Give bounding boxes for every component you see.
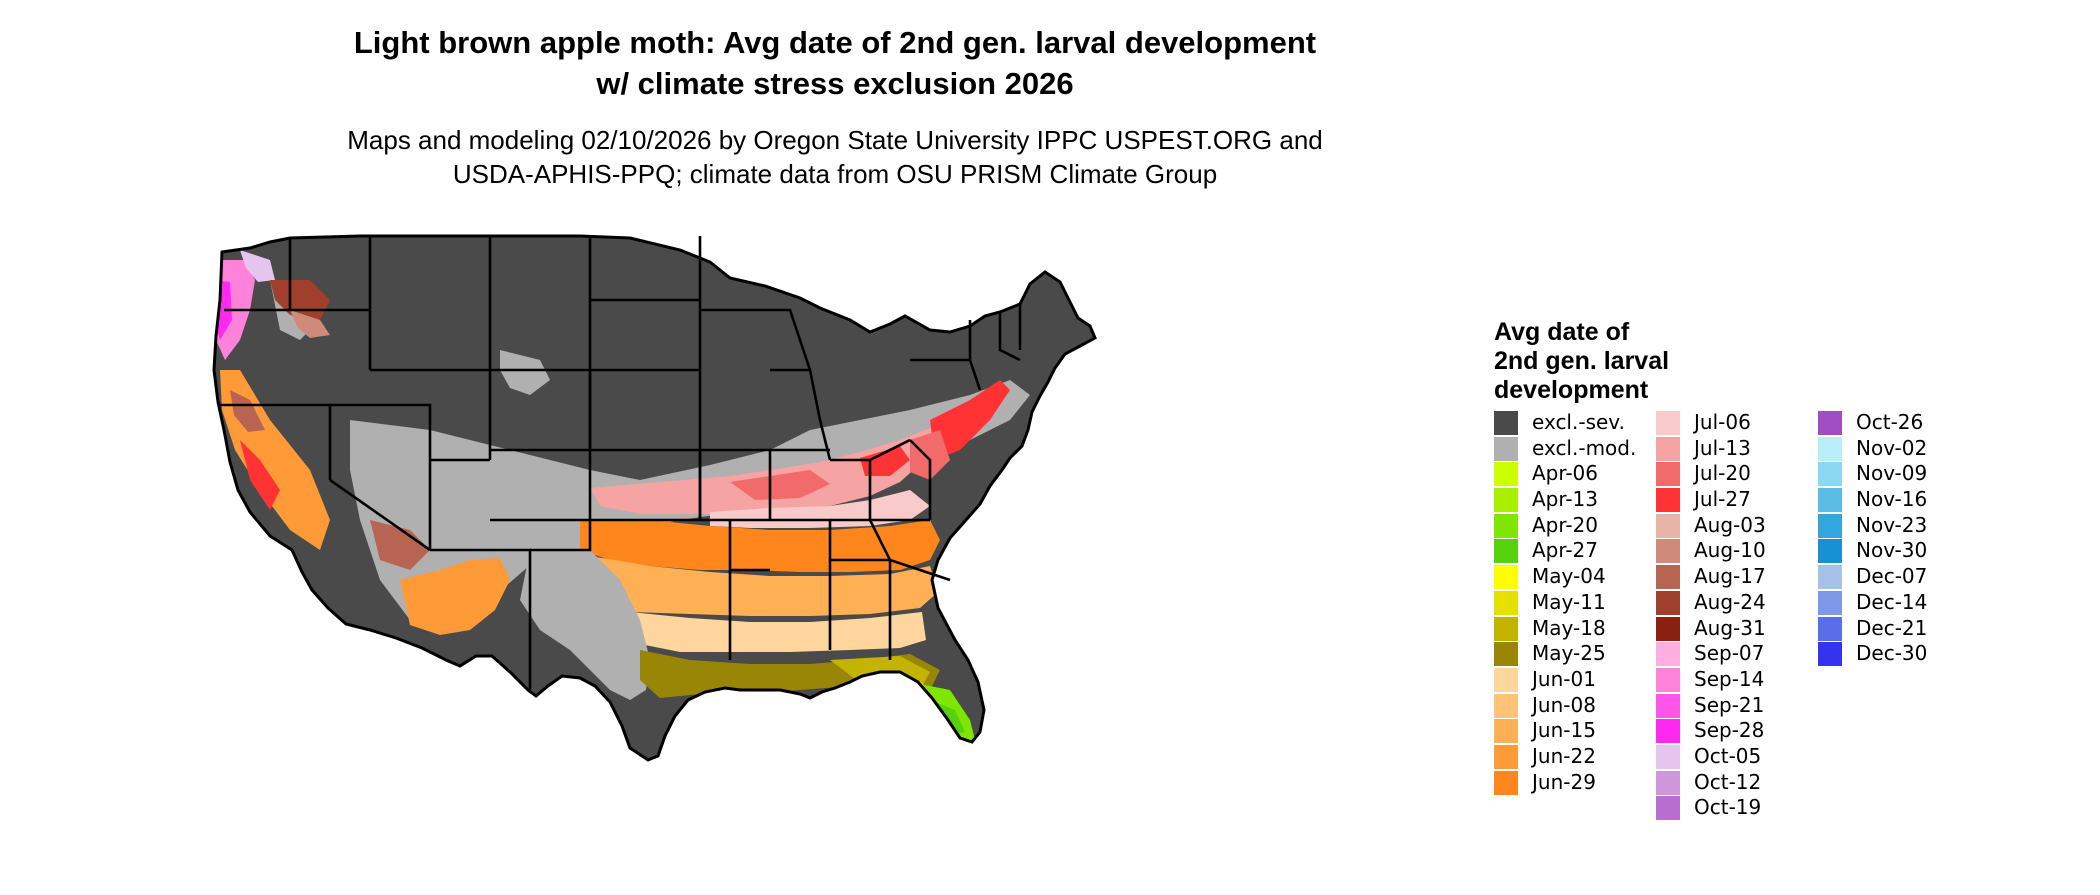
map-color-regions [214, 236, 1095, 760]
legend-swatch [1494, 411, 1518, 435]
subtitle-line-1: Maps and modeling 02/10/2026 by Oregon S… [347, 125, 1323, 155]
legend-label: Jun-08 [1532, 692, 1596, 717]
legend-label: Apr-06 [1532, 461, 1598, 486]
legend-swatch [1656, 667, 1680, 692]
legend-label: Nov-16 [1856, 487, 1928, 512]
title-line-2: w/ climate stress exclusion 2026 [596, 66, 1074, 101]
legend-swatch [1494, 744, 1518, 769]
legend-label: Aug-17 [1694, 564, 1766, 589]
legend-label: May-11 [1532, 589, 1606, 614]
legend-swatch [1656, 719, 1680, 744]
legend-label: Aug-24 [1694, 589, 1766, 614]
legend-swatch [1494, 539, 1518, 564]
legend-swatch [1656, 770, 1680, 795]
legend-label: Apr-27 [1532, 538, 1598, 563]
legend-label: Sep-28 [1694, 718, 1765, 743]
legend-swatch [1818, 488, 1842, 513]
legend-label: Oct-26 [1856, 410, 1924, 434]
legend-label: Nov-02 [1856, 435, 1928, 460]
legend-label: Jun-01 [1532, 666, 1596, 691]
legend-label: May-25 [1532, 641, 1606, 666]
legend-label: Nov-23 [1856, 512, 1928, 537]
legend-swatch [1656, 436, 1680, 461]
title-line-1: Light brown apple moth: Avg date of 2nd … [353, 25, 1317, 60]
legend-label: May-18 [1532, 615, 1606, 640]
legend-label: Nov-30 [1856, 538, 1928, 563]
legend-swatch [1656, 411, 1680, 435]
legend-label: Jun-22 [1532, 743, 1596, 768]
legend-swatch [1818, 590, 1842, 615]
legend-label: Sep-07 [1694, 641, 1765, 666]
legend-label: Sep-14 [1694, 666, 1765, 691]
legend-label: Jul-06 [1694, 410, 1751, 434]
legend-label: Dec-21 [1856, 615, 1928, 640]
map-subtitle: Maps and modeling 02/10/2026 by Oregon S… [210, 123, 1460, 191]
legend-swatch [1494, 770, 1518, 795]
legend-swatch [1818, 565, 1842, 590]
legend-label: Apr-20 [1532, 512, 1598, 537]
legend-swatch [1494, 719, 1518, 744]
legend-label: May-04 [1532, 564, 1606, 589]
legend-swatch [1818, 616, 1842, 641]
legend-label: Oct-12 [1694, 769, 1762, 794]
legend-label: Nov-09 [1856, 461, 1928, 486]
legend-swatch [1818, 411, 1842, 435]
subtitle-line-2: USDA-APHIS-PPQ; climate data from OSU PR… [452, 159, 1218, 189]
legend-swatch [1494, 488, 1518, 513]
legend-swatch [1656, 590, 1680, 615]
legend-swatch [1818, 462, 1842, 487]
legend-swatch [1656, 616, 1680, 641]
legend-label: Oct-05 [1694, 743, 1762, 768]
legend-swatch [1494, 565, 1518, 590]
legend-swatch [1494, 513, 1518, 538]
legend-swatch [1656, 513, 1680, 538]
legend-swatch [1494, 462, 1518, 487]
legend-title: Avg date of 2nd gen. larval development [1494, 318, 1714, 405]
legend-label: Jul-20 [1694, 461, 1751, 486]
us-map [212, 234, 1097, 762]
state-boundaries [218, 236, 1022, 690]
legend-swatch [1818, 642, 1842, 667]
legend-swatch [1656, 565, 1680, 590]
legend-swatch [1818, 539, 1842, 564]
legend-label: excl.-sev. [1532, 410, 1625, 434]
legend-swatch [1494, 642, 1518, 667]
legend-swatch [1656, 462, 1680, 487]
legend-label: Sep-21 [1694, 692, 1765, 717]
legend-title-line: 2nd gen. larval [1494, 347, 1670, 375]
legend-swatch [1656, 488, 1680, 513]
legend-label: Jul-13 [1694, 435, 1751, 460]
legend-swatch [1494, 590, 1518, 615]
legend-label: Dec-07 [1856, 564, 1928, 589]
legend-label: Aug-31 [1694, 615, 1766, 640]
legend-swatch [1494, 616, 1518, 641]
legend-label: Jun-29 [1532, 769, 1596, 794]
legend-swatch [1656, 642, 1680, 667]
legend-label: Jun-15 [1532, 718, 1596, 743]
legend-swatch [1656, 796, 1680, 821]
legend-swatch [1656, 693, 1680, 718]
legend-label: Apr-13 [1532, 487, 1598, 512]
legend-swatch [1494, 693, 1518, 718]
legend-label: Oct-19 [1694, 795, 1762, 820]
legend-label: Aug-03 [1694, 512, 1766, 537]
legend-title-line: Avg date of [1494, 318, 1630, 346]
legend-label: Dec-30 [1856, 641, 1928, 666]
legend-swatch [1656, 539, 1680, 564]
map-title: Light brown apple moth: Avg date of 2nd … [210, 22, 1460, 104]
legend-swatch [1656, 744, 1680, 769]
legend-swatch [1818, 513, 1842, 538]
legend-label: Aug-10 [1694, 538, 1766, 563]
legend-swatch [1494, 436, 1518, 461]
legend-swatch [1494, 667, 1518, 692]
legend-label: Dec-14 [1856, 589, 1928, 614]
legend-swatch [1818, 436, 1842, 461]
legend-label: excl.-mod. [1532, 435, 1637, 460]
legend-title-line: development [1494, 376, 1649, 404]
legend-label: Jul-27 [1694, 487, 1751, 512]
